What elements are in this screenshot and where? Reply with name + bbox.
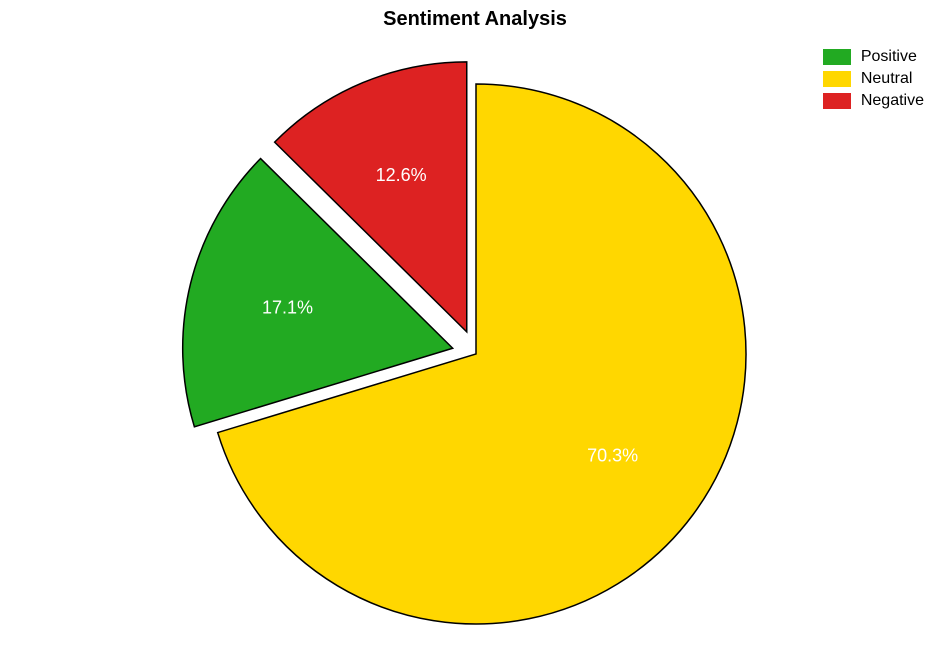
- legend-item-negative: Negative: [823, 92, 924, 110]
- legend-swatch-positive: [823, 49, 851, 65]
- pie-chart-svg: 70.3% 17.1% 12.6%: [170, 40, 782, 652]
- legend-swatch-neutral: [823, 71, 851, 87]
- legend-label-negative: Negative: [861, 92, 924, 110]
- pie-slice-label-positive: 17.1%: [262, 298, 313, 318]
- pie-chart-container: Sentiment Analysis 70.3% 17.1% 12.6% Posit…: [0, 0, 950, 662]
- legend: Positive Neutral Negative: [823, 48, 924, 114]
- chart-title: Sentiment Analysis: [0, 8, 950, 31]
- pie-slice-label-negative: 12.6%: [376, 165, 427, 185]
- pie-slice-label-neutral: 70.3%: [587, 445, 638, 465]
- legend-item-neutral: Neutral: [823, 70, 924, 88]
- legend-label-neutral: Neutral: [861, 70, 913, 88]
- legend-label-positive: Positive: [861, 48, 917, 66]
- legend-item-positive: Positive: [823, 48, 924, 66]
- legend-swatch-negative: [823, 93, 851, 109]
